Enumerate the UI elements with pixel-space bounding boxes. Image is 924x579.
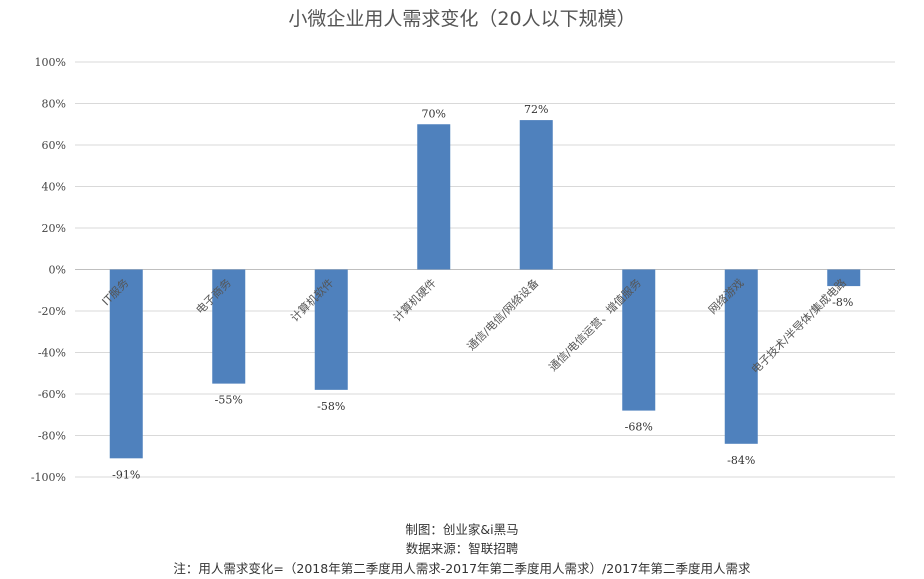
y-tick-label: -40% xyxy=(38,347,66,360)
chart-title: 小微企业用人需求变化（20人以下规模） xyxy=(288,8,636,30)
bar xyxy=(212,269,246,384)
data-label: -91% xyxy=(112,468,140,481)
y-tick-label: 0% xyxy=(49,264,66,277)
y-tick-label: 40% xyxy=(42,181,66,194)
data-label: -58% xyxy=(317,400,345,413)
data-label: 70% xyxy=(422,107,446,120)
category-label: 电子技术/半导体/集成电路 xyxy=(748,276,849,377)
data-label: -84% xyxy=(727,454,755,467)
bar xyxy=(314,269,348,390)
bar xyxy=(109,269,143,459)
y-tick-label: 20% xyxy=(42,222,66,235)
y-tick-label: 100% xyxy=(35,56,66,69)
bar xyxy=(519,120,553,270)
data-label: -68% xyxy=(625,421,653,434)
y-tick-label: -100% xyxy=(31,471,66,484)
bar xyxy=(622,269,656,411)
category-label: 计算机硬件 xyxy=(390,276,439,325)
category-label: 通信/电信/网络设备 xyxy=(464,276,541,353)
data-labels: -91% -55% -58% 70% 72% -68% -84% -8% xyxy=(112,103,853,481)
footer-maker: 制图：创业家&i黑马 xyxy=(405,522,519,537)
bars xyxy=(109,120,861,459)
bar xyxy=(724,269,758,444)
y-tick-label: -20% xyxy=(38,305,66,318)
gridlines xyxy=(75,61,895,478)
bar xyxy=(417,124,451,270)
y-tick-label: -80% xyxy=(38,430,66,443)
footer-source: 数据来源：智联招聘 xyxy=(405,541,519,556)
y-axis-ticks: 100% 80% 60% 40% 20% 0% -20% -40% -60% -80% -100% xyxy=(31,56,66,484)
data-label: 72% xyxy=(524,103,548,116)
y-tick-label: -60% xyxy=(38,388,66,401)
data-label: -8% xyxy=(832,296,853,309)
bar xyxy=(827,269,861,287)
y-tick-label: 80% xyxy=(42,98,66,111)
data-label: -55% xyxy=(215,394,243,407)
footer-note: 注：用人需求变化=（2018年第二季度用人需求-2017年第二季度用人需求）/2… xyxy=(173,561,751,576)
y-tick-label: 60% xyxy=(42,139,66,152)
bar-chart: 100%80%60%40%20%0%-20%-40%-60%-80%-100% … xyxy=(31,56,895,484)
